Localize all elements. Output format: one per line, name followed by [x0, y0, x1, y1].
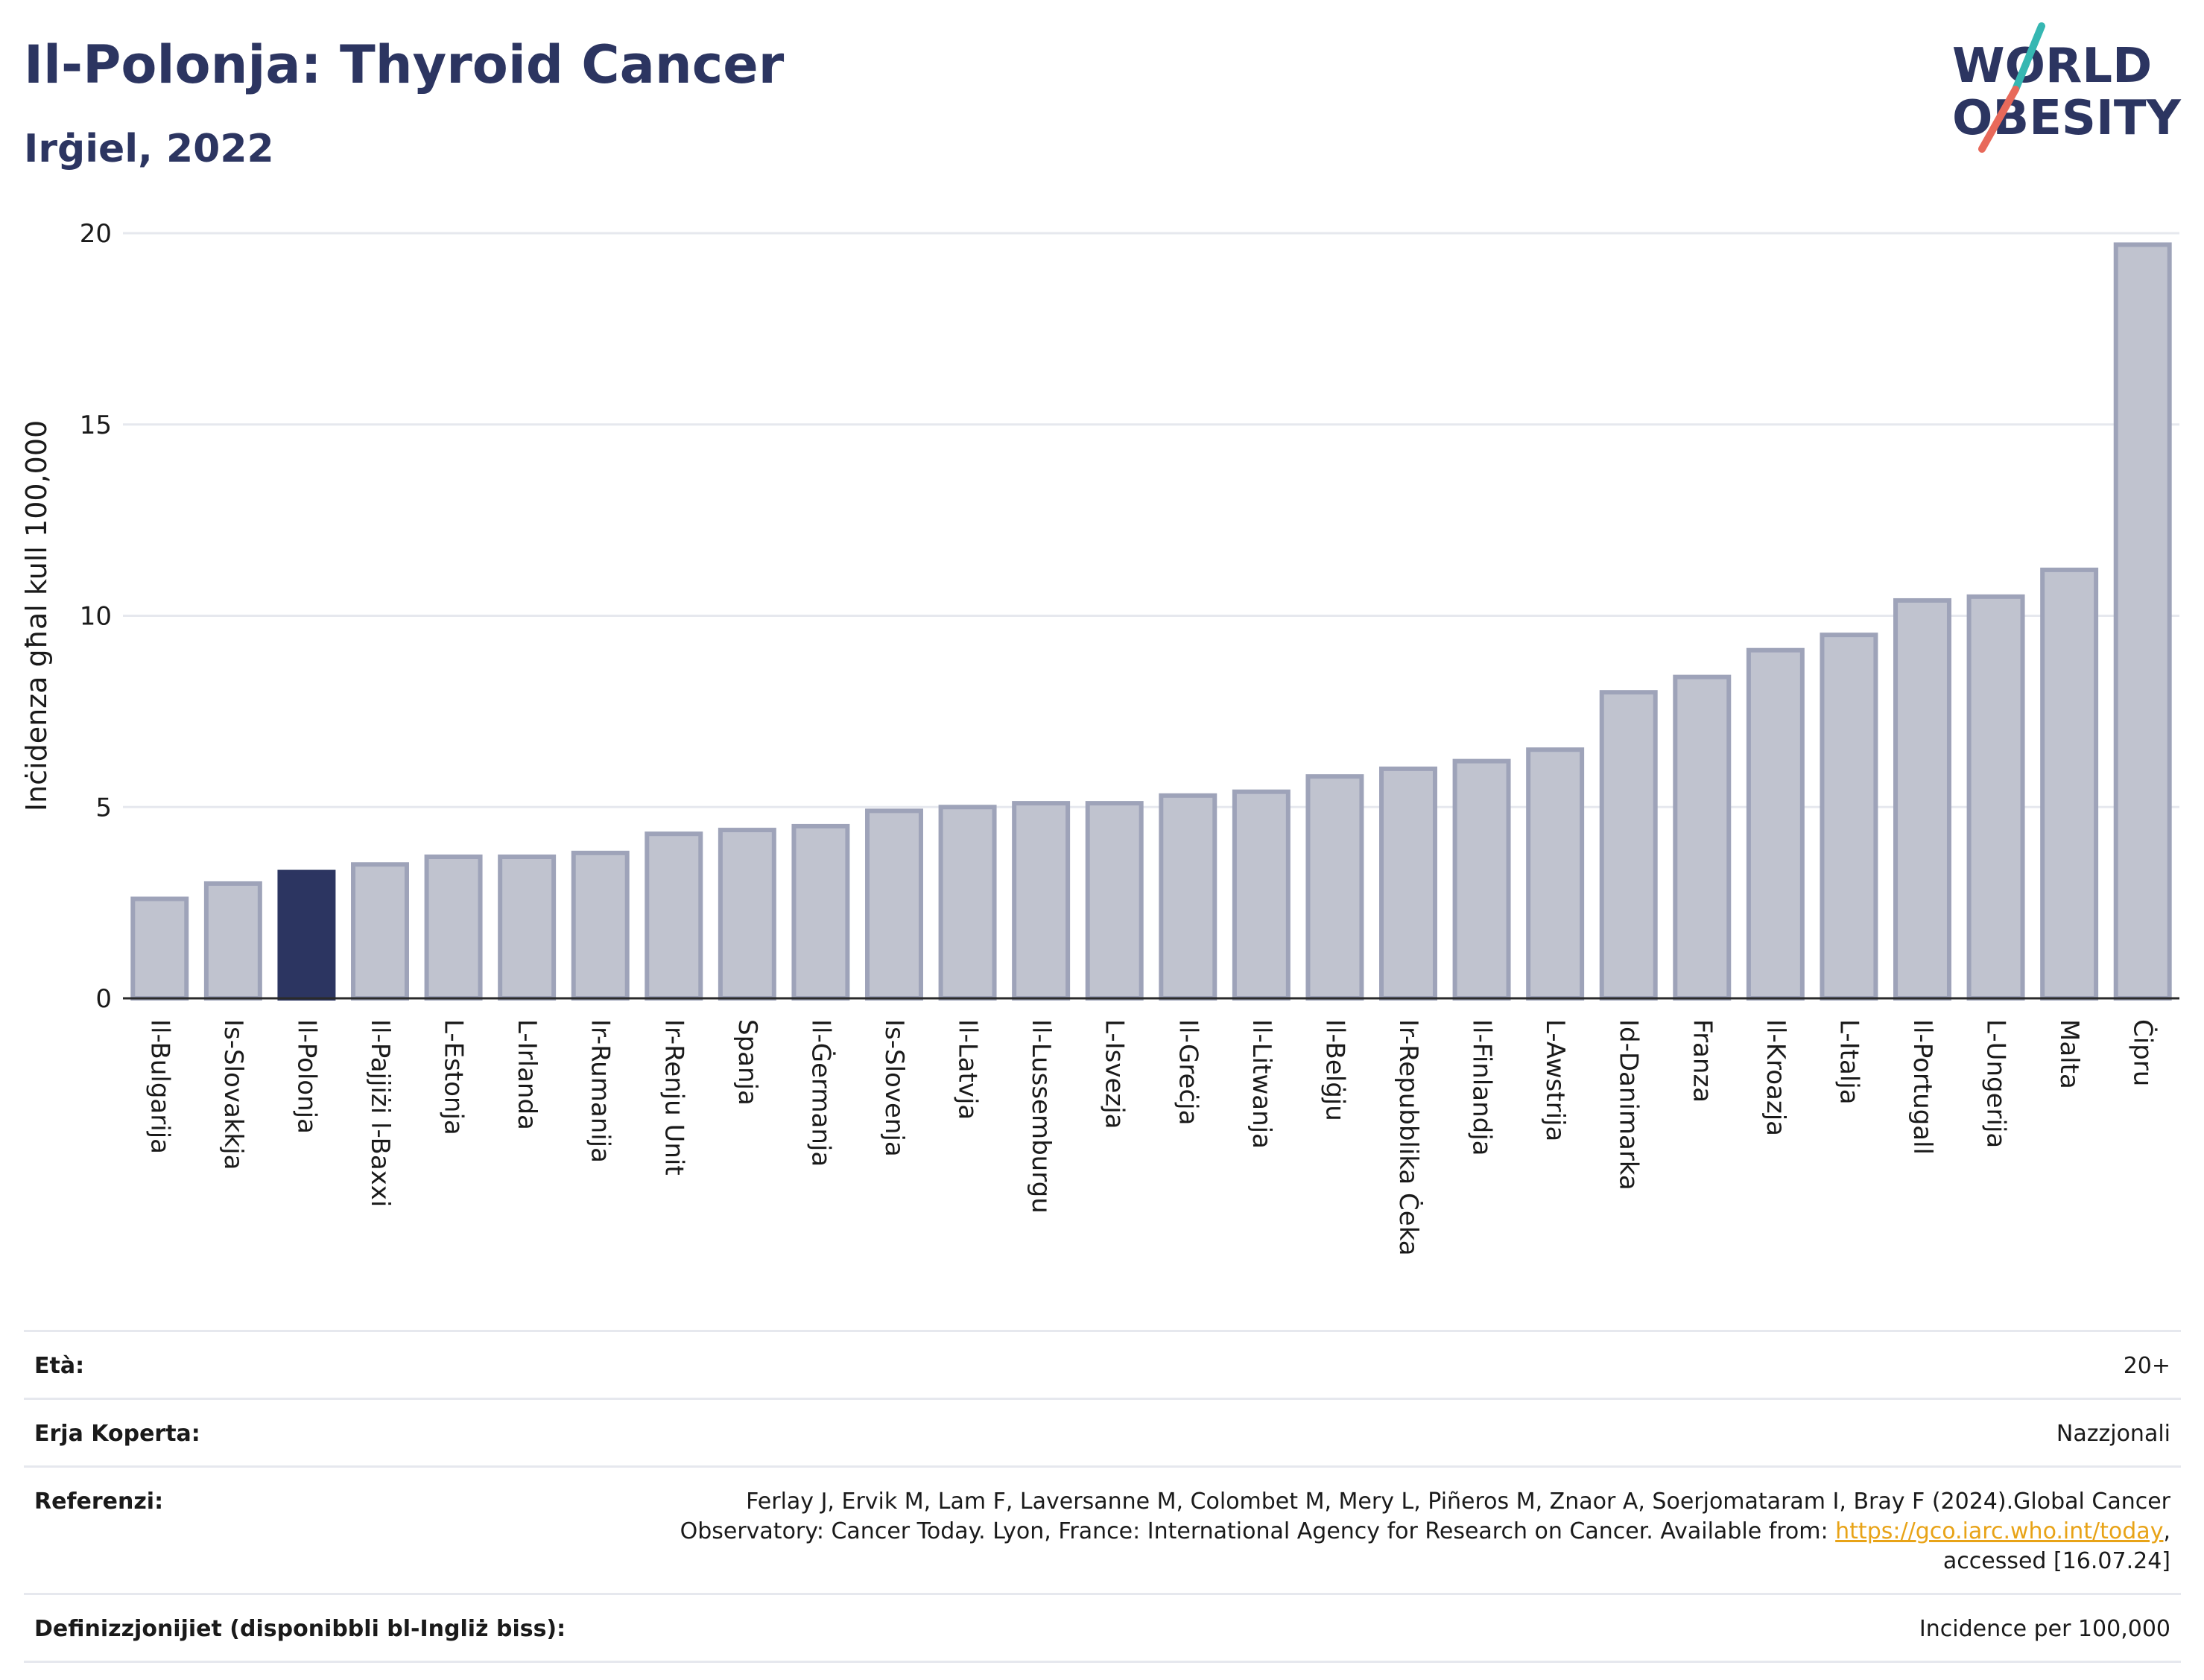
bar: [645, 831, 703, 1001]
axes: 0 5 10 15 20: [80, 219, 2179, 1014]
x-tick-label: Il-Greċja: [1173, 1019, 1203, 1125]
reference-line2-end: ,: [2163, 1518, 2170, 1544]
x-tick-label: Is-Slovenja: [879, 1019, 909, 1157]
bars: [130, 242, 2172, 1001]
reference-line2: Observatory: Cancer Today. Lyon, France:…: [680, 1518, 1836, 1544]
x-tick-label: L-Irlanda: [512, 1019, 542, 1130]
x-tick-label: Il-Litwanja: [1247, 1019, 1276, 1149]
bar: [130, 896, 189, 1001]
bar: [1159, 793, 1217, 1001]
x-tick-label: Malta: [2054, 1019, 2084, 1089]
bar: [1966, 594, 2025, 1001]
x-tick-label: Ċipru: [2128, 1019, 2159, 1086]
x-tick-label: Ir-Renju Unit: [659, 1019, 688, 1176]
x-tick-label: Il-Kroazja: [1761, 1019, 1790, 1136]
bar-chart: 0 5 10 15 20 Il-Bulgarija Is-Slovakkja Il-Polo…: [20, 219, 2179, 1256]
bar: [865, 808, 923, 1001]
meta-row-age: Età: 20+: [24, 1330, 2181, 1398]
y-tick-label: 0: [95, 984, 112, 1014]
logo-line1: WORLD: [1952, 39, 2152, 94]
meta-area-value: Nazzjonali: [2056, 1421, 2170, 1447]
x-tick-label: Spanja: [732, 1019, 762, 1106]
x-tick-label: L-Isvezja: [1100, 1019, 1130, 1129]
bar: [938, 805, 997, 1001]
y-axis-title: Inċidenza għal kull 100,000: [20, 420, 53, 811]
meta-row-area: Erja Koperta: Nazzjonali: [24, 1398, 2181, 1465]
bar: [1526, 747, 1585, 1001]
y-tick-label: 20: [80, 219, 112, 249]
bar: [791, 823, 850, 1001]
x-tick-label: Il-Latvja: [953, 1019, 983, 1120]
logo-slash-teal: [2012, 22, 2045, 93]
y-tick-label: 5: [95, 793, 112, 822]
bar: [1232, 789, 1291, 1001]
meta-row-references: Referenzi: Ferlay J, Ervik M, Lam F, Lav…: [24, 1465, 2181, 1593]
meta-references-value: Ferlay J, Ervik M, Lam F, Laversanne M, …: [680, 1487, 2170, 1576]
bar: [424, 855, 483, 1001]
bar: [203, 881, 262, 1001]
meta-references-label: Referenzi:: [34, 1489, 164, 1515]
meta-row-definitions: Definizzjonijiet (disponibbli bl-Ingliż …: [24, 1593, 2181, 1663]
x-tick-label: L-Italja: [1834, 1019, 1863, 1105]
bar: [1599, 690, 1658, 1001]
meta-area-label: Erja Koperta:: [34, 1421, 200, 1447]
x-tick-label: Ir-Rumanija: [586, 1019, 615, 1163]
y-tick-label: 10: [80, 602, 112, 632]
chart-title: Il-Polonja: Thyroid Cancer: [24, 34, 785, 95]
bar: [1673, 674, 1732, 1001]
bar: [1820, 633, 1878, 1001]
x-tick-label: Il-Pajjiżi l-Baxxi: [365, 1019, 395, 1207]
x-tick-label: Il-Polonja: [291, 1019, 321, 1134]
y-tick-label: 15: [80, 411, 112, 440]
bar: [1379, 766, 1437, 1001]
bar: [1012, 801, 1071, 1001]
bar: [1305, 774, 1364, 1001]
bar: [351, 862, 409, 1001]
x-tick-label: Id-Danimarka: [1614, 1019, 1644, 1191]
x-tick-label: L-Estonja: [439, 1019, 469, 1135]
metadata-table: Età: 20+ Erja Koperta: Nazzjonali Refere…: [24, 1330, 2181, 1663]
meta-age-value: 20+: [2123, 1353, 2170, 1379]
chart-subtitle: Irġiel, 2022: [24, 127, 274, 171]
bar: [1085, 801, 1144, 1001]
bar: [1452, 758, 1511, 1001]
x-tick-label: Is-Slovakkja: [218, 1019, 248, 1170]
logo-slash-coral: [1978, 86, 2019, 153]
x-tick-label: Il-Belġju: [1320, 1019, 1349, 1121]
reference-line1: Ferlay J, Ervik M, Lam F, Laversanne M, …: [746, 1489, 2170, 1515]
bar: [2113, 242, 2172, 1001]
x-tick-label: Ir-Repubblika Ċeka: [1393, 1019, 1424, 1256]
x-tick-label: Il-Finlandja: [1467, 1019, 1497, 1156]
world-obesity-logo: WORLD OBESITY: [1952, 22, 2181, 153]
bar: [498, 855, 557, 1001]
meta-definitions-value: Incidence per 100,000: [1919, 1616, 2170, 1642]
bar: [1746, 647, 1805, 1001]
bar: [2040, 567, 2099, 1001]
bar: [571, 850, 630, 1001]
x-tick-label: Il-Bulgarija: [145, 1019, 174, 1154]
meta-age-label: Età:: [34, 1353, 85, 1379]
bar: [277, 869, 336, 1001]
reference-line3: accessed [16.07.24]: [1942, 1548, 2170, 1574]
bar: [718, 828, 776, 1001]
reference-link[interactable]: https://gco.iarc.who.int/today: [1835, 1518, 2164, 1544]
x-tick-label: L-Ungerija: [1981, 1019, 2011, 1148]
x-tick-label: L-Awstrija: [1540, 1019, 1570, 1141]
bar: [1893, 597, 1951, 1001]
x-tick-label: Il-Lussemburgu: [1026, 1019, 1056, 1214]
meta-definitions-label: Definizzjonijiet (disponibbli bl-Ingliż …: [34, 1616, 566, 1642]
x-tick-label: Il-Ġermanja: [805, 1019, 836, 1167]
category-labels: Il-Bulgarija Is-Slovakkja Il-Polonja Il-Paj…: [145, 1019, 2158, 1256]
x-tick-label: Il-Portugall: [1907, 1019, 1937, 1155]
x-tick-label: Franza: [1687, 1019, 1717, 1103]
